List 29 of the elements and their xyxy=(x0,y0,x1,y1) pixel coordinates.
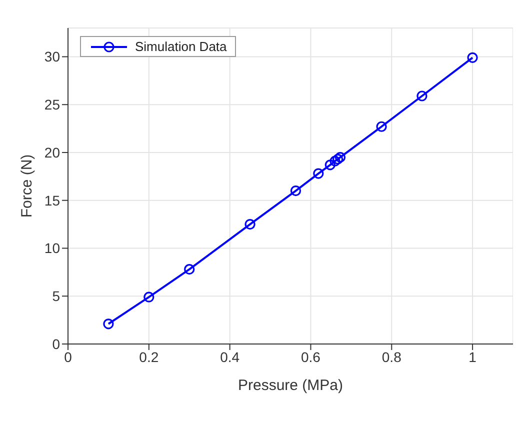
point xyxy=(103,318,114,330)
y-tick-label: 20 xyxy=(44,144,60,160)
point xyxy=(416,90,428,102)
point xyxy=(324,160,336,170)
point xyxy=(290,185,302,196)
point xyxy=(376,121,387,132)
y-tick-label: 25 xyxy=(44,96,60,113)
y-tick-label: 30 xyxy=(44,48,60,65)
x-tick-label: 0.6 xyxy=(300,348,321,365)
x-tick-label: 1 xyxy=(468,348,477,365)
point xyxy=(334,152,346,163)
x-tick-label: 0.2 xyxy=(139,348,159,365)
point xyxy=(144,292,154,302)
point xyxy=(244,219,256,230)
y-tick-label: 0 xyxy=(52,336,60,352)
y-tick-label: 15 xyxy=(44,192,60,208)
y-tick-label: 5 xyxy=(52,288,60,304)
y-tick-label: 10 xyxy=(44,240,60,256)
y-axis-title: Force (N) xyxy=(18,154,36,218)
x-tick-label: 0 xyxy=(64,348,72,365)
point xyxy=(184,264,195,275)
point xyxy=(313,168,324,179)
legend-label: Simulation Data xyxy=(135,39,227,54)
x-tick-label: 0.4 xyxy=(220,348,240,365)
point xyxy=(467,52,478,63)
x-tick-label: 0.8 xyxy=(382,348,402,365)
x-axis-title: Pressure (MPa) xyxy=(238,377,344,394)
point xyxy=(332,154,344,164)
point xyxy=(330,156,340,166)
